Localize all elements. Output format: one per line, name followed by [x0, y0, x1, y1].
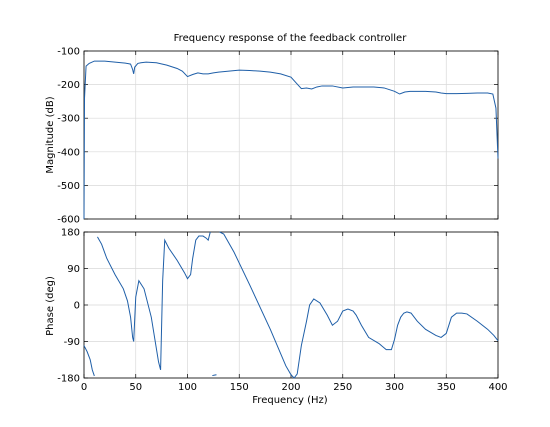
- phase-y-tick-label: 90: [67, 264, 80, 275]
- magnitude-axis-label: Magnitude (dB): [45, 96, 56, 173]
- phase-y-tick-label: 0: [74, 301, 80, 312]
- x-tick-label: 300: [385, 382, 404, 393]
- phase-series-line-0: [83, 231, 499, 379]
- magnitude-series-line-0: [83, 60, 499, 220]
- phase-y-tick-label: -90: [64, 337, 80, 348]
- magnitude-y-tick-label: -400: [57, 147, 80, 158]
- x-tick-label: 0: [81, 382, 87, 393]
- phase-subplot: 0 50 100 150 200 250 300 350 400 180 90 0 -90 -180: [57, 228, 507, 394]
- x-tick-label: 400: [488, 382, 507, 393]
- magnitude-y-tick-label: -600: [57, 215, 80, 226]
- magnitude-y-tick-label: -500: [57, 181, 80, 192]
- magnitude-y-tick-label: -100: [57, 47, 80, 58]
- frequency-axis-label: Frequency (Hz): [252, 395, 328, 406]
- x-tick-label: 50: [129, 382, 142, 393]
- x-tick-label: 200: [281, 382, 300, 393]
- x-tick-label: 100: [178, 382, 197, 393]
- x-tick-label: 250: [333, 382, 352, 393]
- x-tick-label: 150: [230, 382, 249, 393]
- phase-y-tick-label: -180: [57, 374, 80, 385]
- chart-title: Frequency response of the feedback contr…: [174, 33, 408, 44]
- x-tick-label: 350: [437, 382, 456, 393]
- magnitude-y-tick-label: -200: [57, 80, 80, 91]
- phase-axis-label: Phase (deg): [45, 276, 56, 336]
- magnitude-y-tick-label: -300: [57, 114, 80, 125]
- phase-y-tick-label: 180: [61, 228, 80, 239]
- magnitude-subplot: -100 -200 -300 -400 -500 -600: [57, 47, 499, 226]
